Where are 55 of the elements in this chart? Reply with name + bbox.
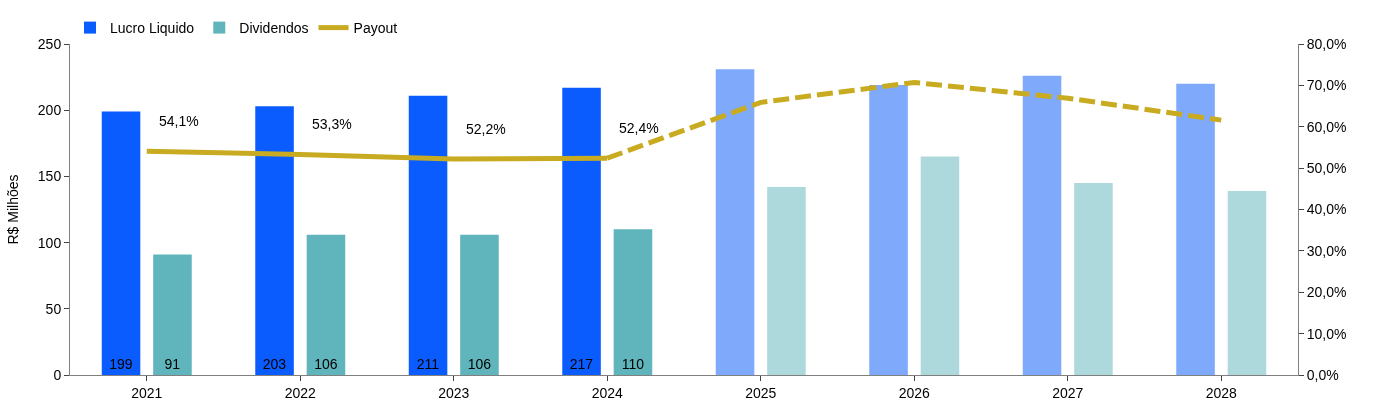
data-label: 211 [416,356,440,372]
legend-label: Payout [353,20,398,37]
bar [869,85,908,375]
bar [255,106,294,375]
y2-tick-label: 60,0% [1306,118,1347,135]
data-label: 199 [109,356,133,372]
legend-label: Lucro Liquido [110,20,195,37]
data-label: 110 [621,356,645,372]
data-label: 203 [262,356,287,372]
bar [767,186,806,375]
bar [1022,75,1062,375]
y2-tick-label: 40,0% [1306,201,1347,218]
y-tick-label: 50 [45,300,62,317]
x-tick-label: 2027 [1052,384,1084,401]
y-tick-label: 250 [37,35,62,52]
data-label: 52,4% [619,120,659,136]
bar [153,254,192,375]
x-tick-label: 2025 [745,384,777,401]
data-label: 52,2% [466,121,506,137]
bar [920,156,960,375]
x-tick-label: 2026 [898,384,931,401]
y-tick-label: 150 [37,168,62,185]
y2-tick-label: 70,0% [1306,77,1347,94]
x-tick-label: 2023 [438,384,470,401]
y2-tick-label: 50,0% [1306,160,1347,177]
bar [1074,183,1113,375]
y2-tick-label: 10,0% [1306,325,1347,342]
y-tick-label: 0 [53,366,62,383]
bar [1176,83,1215,375]
bar [460,234,499,375]
data-label: 106 [314,356,338,372]
bar [715,69,755,375]
y2-tick-label: 20,0% [1306,284,1347,301]
bar [306,234,346,375]
y-axis-title: R$ Milhões [5,174,22,245]
x-tick-label: 2022 [284,384,317,401]
legend-label: Dividendos [239,20,309,37]
x-tick-label: 2021 [131,384,163,401]
y-tick-label: 200 [37,102,62,119]
bar [613,229,653,375]
y-tick-label: 100 [37,234,62,251]
y2-tick-label: 30,0% [1306,242,1347,259]
data-label: 217 [569,356,594,372]
data-label: 53,3% [312,116,352,132]
bar [562,87,601,375]
x-tick-label: 2028 [1205,384,1238,401]
y2-tick-label: 80,0% [1306,35,1347,52]
bar [408,95,448,375]
data-label: 54,1% [159,113,199,129]
x-tick-label: 2024 [591,384,624,401]
bar [1227,190,1267,375]
data-label: 106 [467,356,492,372]
bar [101,111,141,375]
data-label: 91 [164,356,181,372]
y2-tick-label: 0,0% [1306,366,1339,383]
